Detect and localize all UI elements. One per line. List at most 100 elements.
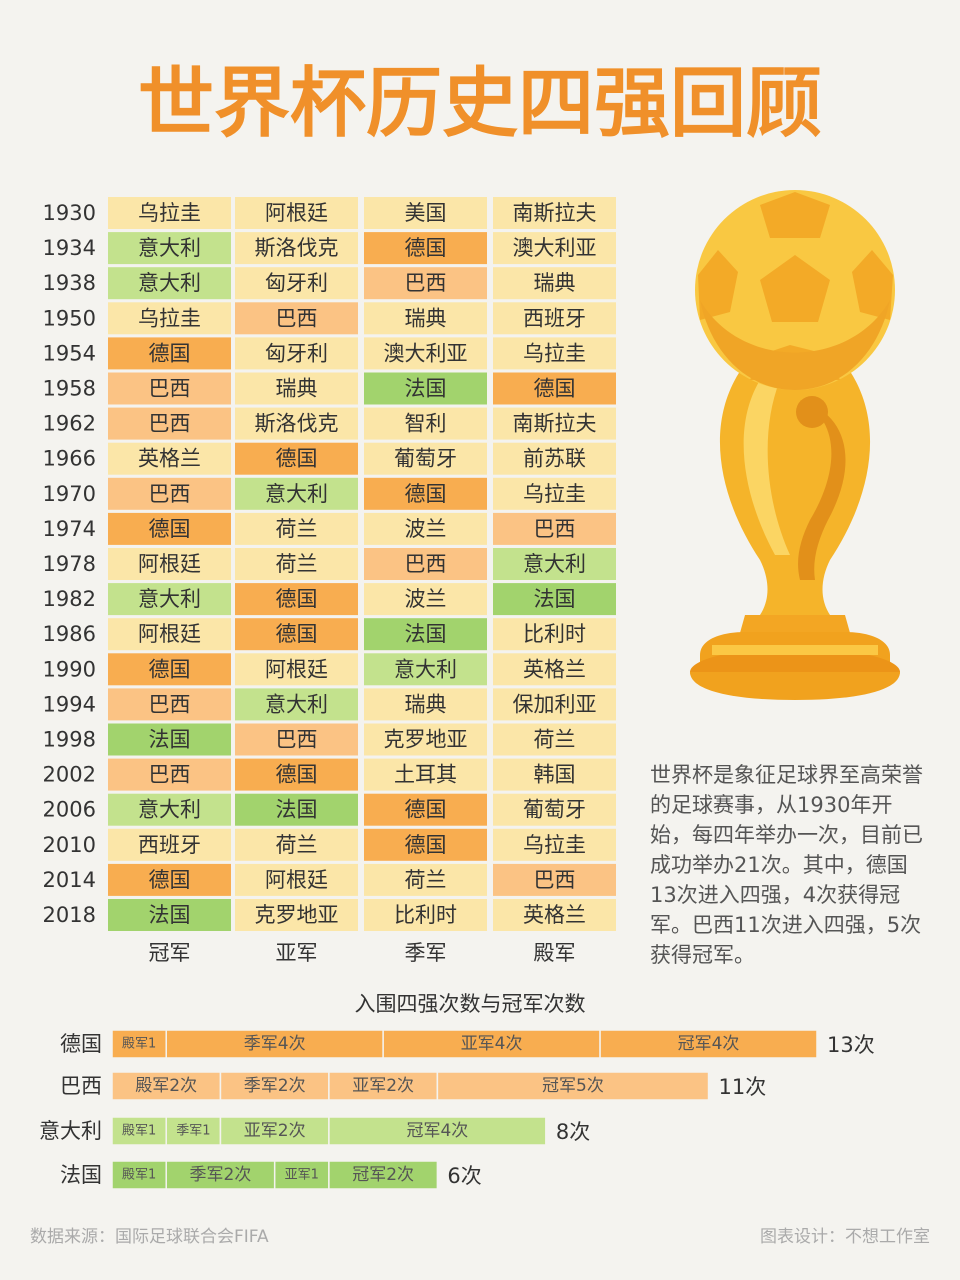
team-name: 阿根廷 bbox=[265, 657, 328, 681]
team-name: 荷兰 bbox=[405, 868, 447, 892]
team-name: 澳大利亚 bbox=[513, 236, 597, 260]
team-name: 比利时 bbox=[394, 903, 457, 927]
team-name: 波兰 bbox=[405, 517, 447, 541]
segment-label: 亚军4次 bbox=[461, 1034, 523, 1054]
team-name: 德国 bbox=[276, 447, 318, 471]
team-name: 意大利 bbox=[265, 692, 328, 716]
table-cell bbox=[364, 267, 487, 300]
segment-label: 殿军1 bbox=[122, 1124, 156, 1139]
team-name: 荷兰 bbox=[534, 728, 576, 752]
team-name: 德国 bbox=[149, 517, 191, 541]
year-label: 1970 bbox=[43, 482, 96, 506]
table-cell bbox=[493, 232, 616, 265]
team-name: 巴西 bbox=[149, 692, 191, 716]
table-cell bbox=[364, 583, 487, 616]
segment-label: 冠军2次 bbox=[352, 1165, 414, 1185]
team-name: 法国 bbox=[149, 903, 191, 927]
team-name: 阿根廷 bbox=[265, 201, 328, 225]
bar-segment bbox=[165, 1029, 384, 1059]
team-name: 英格兰 bbox=[523, 903, 586, 927]
team-name: 意大利 bbox=[138, 236, 201, 260]
table-cell bbox=[493, 653, 616, 686]
team-name: 意大利 bbox=[138, 587, 201, 611]
table-cell bbox=[364, 723, 487, 756]
segment-label: 季军2次 bbox=[244, 1076, 306, 1096]
segment-label: 冠军4次 bbox=[678, 1034, 740, 1054]
year-label: 2002 bbox=[43, 763, 96, 787]
year-label: 1938 bbox=[43, 271, 96, 295]
category-label: 巴西 bbox=[60, 1074, 102, 1098]
team-name: 阿根廷 bbox=[138, 552, 201, 576]
total-label: 6次 bbox=[447, 1164, 481, 1188]
bar-segment bbox=[111, 1071, 222, 1101]
category-label: 意大利 bbox=[39, 1119, 102, 1143]
team-name: 巴西 bbox=[149, 412, 191, 436]
table-cell bbox=[108, 899, 231, 931]
segment-label: 亚军2次 bbox=[244, 1121, 306, 1141]
team-name: 巴西 bbox=[405, 271, 447, 295]
table-cell bbox=[108, 232, 231, 265]
table-cell bbox=[235, 407, 358, 440]
team-name: 乌拉圭 bbox=[138, 201, 201, 225]
team-name: 德国 bbox=[405, 236, 447, 260]
table-cell bbox=[493, 723, 616, 756]
table-cell bbox=[108, 548, 231, 580]
total-label: 8次 bbox=[556, 1120, 590, 1144]
description: 世界杯是象征足球界至高荣誉的足球赛事，从1930年开始，每四年举办一次，目前已成… bbox=[650, 763, 923, 967]
table-cell bbox=[364, 688, 487, 721]
table-cell bbox=[493, 583, 616, 616]
team-name: 法国 bbox=[405, 377, 447, 401]
table-cell bbox=[108, 618, 231, 651]
table-cell bbox=[364, 197, 487, 229]
team-name: 瑞典 bbox=[276, 377, 318, 401]
table-cell bbox=[108, 407, 231, 440]
table-cell bbox=[493, 302, 616, 335]
table-cell bbox=[235, 758, 358, 791]
team-name: 葡萄牙 bbox=[523, 798, 586, 822]
team-name: 阿根廷 bbox=[265, 868, 328, 892]
table-cell bbox=[235, 197, 358, 229]
year-label: 2010 bbox=[43, 833, 96, 857]
team-name: 西班牙 bbox=[523, 306, 586, 330]
table-cell bbox=[108, 197, 231, 229]
team-name: 德国 bbox=[405, 833, 447, 857]
team-name: 南斯拉夫 bbox=[513, 201, 597, 225]
source-note: 数据来源：国际足球联合会FIFA bbox=[30, 1227, 269, 1247]
team-name: 德国 bbox=[276, 763, 318, 787]
table-cell bbox=[235, 723, 358, 756]
table-cell bbox=[364, 653, 487, 686]
table-cell bbox=[235, 618, 358, 651]
team-name: 英格兰 bbox=[138, 447, 201, 471]
table-cell bbox=[364, 548, 487, 580]
team-name: 智利 bbox=[405, 412, 447, 436]
column-header: 冠军 bbox=[149, 941, 191, 965]
table-cell bbox=[108, 442, 231, 475]
category-label: 法国 bbox=[60, 1163, 102, 1187]
table-cell bbox=[364, 442, 487, 475]
team-name: 德国 bbox=[149, 868, 191, 892]
team-name: 西班牙 bbox=[138, 833, 201, 857]
bar-segment bbox=[328, 1160, 439, 1190]
table-cell bbox=[108, 793, 231, 826]
team-name: 美国 bbox=[405, 201, 447, 225]
team-name: 巴西 bbox=[405, 552, 447, 576]
table-cell bbox=[235, 583, 358, 616]
team-name: 巴西 bbox=[149, 377, 191, 401]
table-cell bbox=[364, 863, 487, 896]
segment-label: 冠军4次 bbox=[406, 1121, 468, 1141]
table-cell bbox=[493, 793, 616, 826]
table-cell bbox=[493, 899, 616, 931]
table-cell bbox=[364, 477, 487, 510]
table-cell bbox=[235, 267, 358, 300]
team-name: 瑞典 bbox=[534, 271, 576, 295]
table-cell bbox=[364, 407, 487, 440]
team-name: 荷兰 bbox=[276, 552, 318, 576]
year-label: 2006 bbox=[43, 798, 96, 822]
team-name: 韩国 bbox=[534, 763, 576, 787]
table-cell bbox=[108, 302, 231, 335]
table-cell bbox=[493, 512, 616, 545]
team-name: 意大利 bbox=[265, 482, 328, 506]
segment-label: 季军1 bbox=[176, 1124, 210, 1139]
bar-segment bbox=[111, 1160, 167, 1190]
